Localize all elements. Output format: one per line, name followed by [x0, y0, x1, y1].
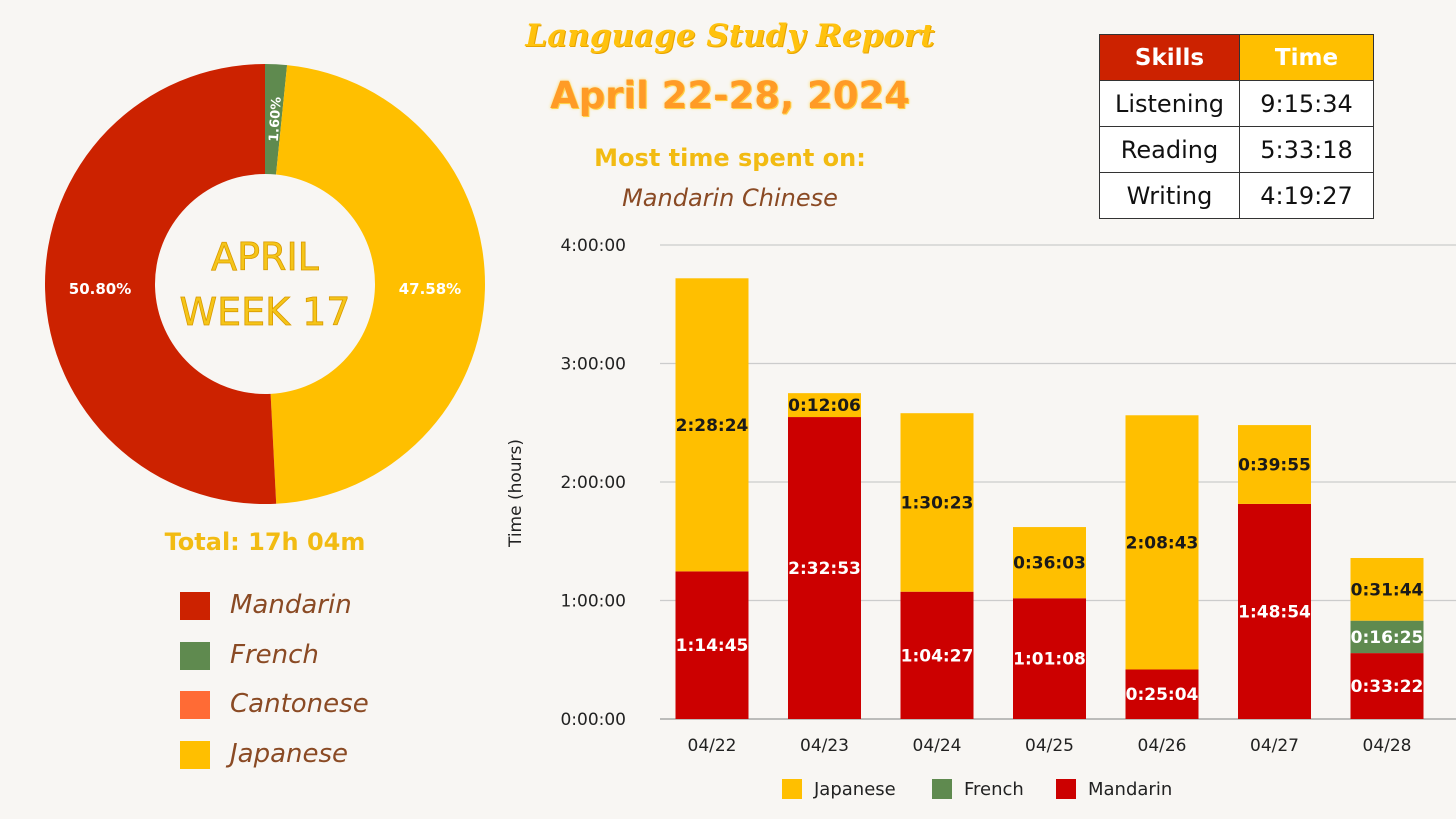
- bar-data-label: 1:48:54: [1238, 602, 1311, 622]
- most-time-label: Most time spent on:: [594, 144, 866, 172]
- bar-segment-mandarin: [1350, 653, 1424, 719]
- bar-data-label: 0:12:06: [788, 396, 861, 416]
- skill-cell: Listening: [1099, 80, 1240, 127]
- time-header: Time: [1239, 34, 1374, 81]
- donut-slices: [44, 64, 485, 504]
- donut-center-line2: WEEK 17: [180, 290, 351, 334]
- bar-legend-swatch: [1056, 779, 1076, 799]
- time-cell: 4:19:27: [1239, 172, 1374, 219]
- bar-segment-japanese: [1238, 425, 1311, 504]
- bar-segment-mandarin: [1013, 598, 1086, 719]
- report-title: Language Study Report: [525, 18, 935, 54]
- donut-slice-mandarin: [44, 64, 277, 504]
- bar-segment-mandarin: [1238, 503, 1311, 719]
- bar-data-label: 0:36:03: [1013, 554, 1086, 574]
- legend-swatch: [180, 741, 210, 769]
- legend-swatch: [180, 642, 210, 670]
- x-tick-label: 04/24: [913, 736, 962, 756]
- donut-slice-label: 1.60%: [267, 96, 285, 142]
- bar-segment-japanese: [675, 278, 749, 572]
- skill-cell: Writing: [1099, 172, 1240, 219]
- donut-slice-label: 47.58%: [399, 280, 461, 298]
- x-tick-label: 04/26: [1138, 736, 1187, 756]
- bar-data-label: 1:30:23: [901, 493, 974, 513]
- y-tick-label: 4:00:00: [560, 236, 626, 256]
- bar-segment-french: [1350, 620, 1424, 654]
- legend-label: Mandarin: [230, 590, 352, 620]
- x-tick-label: 04/23: [800, 736, 849, 756]
- donut-slice-japanese: [270, 65, 485, 504]
- bar-data-label: 2:32:53: [788, 559, 861, 579]
- bar-segment-japanese: [1125, 415, 1199, 670]
- total-time-label: Total: 17h 04m: [164, 528, 366, 556]
- y-tick-label: 2:00:00: [560, 473, 626, 493]
- x-tick-label: 04/25: [1025, 736, 1074, 756]
- time-cell: 9:15:34: [1239, 80, 1374, 127]
- bar-segment-japanese: [1350, 558, 1424, 621]
- bar-legend-swatch: [932, 779, 952, 799]
- x-tick-label: 04/28: [1363, 736, 1412, 756]
- bar-data-label: 0:31:44: [1351, 580, 1424, 600]
- legend-swatch: [180, 691, 210, 719]
- y-axis-ticks: 0:00:00 1:00:00 2:00:00 3:00:00 4:00:00: [560, 236, 626, 730]
- donut-slice-label: 50.80%: [69, 280, 131, 298]
- bar-legend-label: French: [964, 779, 1024, 800]
- table-row: Reading 5:33:18: [1099, 126, 1374, 173]
- y-tick-label: 1:00:00: [560, 592, 626, 612]
- donut-center-line1: APRIL: [211, 235, 319, 279]
- y-axis-label: Time (hours): [506, 439, 526, 548]
- skills-header: Skills: [1099, 34, 1240, 81]
- table-row: Listening 9:15:34: [1099, 80, 1374, 127]
- donut-slice-labels: 1.60% 47.58% 50.80%: [69, 96, 461, 298]
- y-tick-label: 0:00:00: [560, 710, 626, 730]
- legend-label: French: [230, 640, 319, 670]
- bar-data-label: 0:39:55: [1238, 456, 1311, 476]
- legend-label: Japanese: [230, 739, 349, 769]
- skills-table: Skills Time Listening 9:15:34 Reading 5:…: [1099, 34, 1374, 219]
- bar-segment-mandarin: [675, 571, 749, 719]
- bar-data-label: 1:04:27: [901, 646, 974, 666]
- bar-segment-mandarin: [788, 417, 861, 719]
- skills-table-header-row: Skills Time: [1099, 34, 1374, 81]
- time-cell: 5:33:18: [1239, 126, 1374, 173]
- bar-data-label: 0:16:25: [1351, 628, 1424, 648]
- bar-segment-mandarin: [900, 591, 974, 719]
- daily-stacked-bar-chart: 0:00:00 1:00:00 2:00:00 3:00:00 4:00:00 1:14…: [506, 236, 1456, 800]
- bar-legend-label: Japanese: [813, 779, 896, 800]
- bar-data-labels: 1:14:45 2:28:24 2:32:53 0:12:06 1:04:27 1:30:…: [676, 396, 1424, 705]
- bar-segment-japanese: [900, 413, 974, 592]
- bar-data-label: 1:01:08: [1013, 650, 1086, 670]
- bar-data-label: 2:08:43: [1126, 533, 1199, 553]
- legend-label: Cantonese: [230, 689, 369, 719]
- donut-slice-french: [265, 64, 288, 175]
- bar-chart-legend: Japanese French Mandarin: [782, 779, 1172, 800]
- bar-legend-swatch: [782, 779, 802, 799]
- x-tick-label: 04/22: [688, 736, 737, 756]
- most-time-value: Mandarin Chinese: [622, 184, 838, 212]
- bar-segment-mandarin: [1125, 669, 1199, 719]
- y-tick-label: 3:00:00: [560, 355, 626, 375]
- bar-data-label: 0:25:04: [1126, 685, 1199, 705]
- x-tick-label: 04/27: [1250, 736, 1299, 756]
- skill-cell: Reading: [1099, 126, 1240, 173]
- report-date-range: April 22-28, 2024: [550, 74, 910, 117]
- bar-data-label: 1:14:45: [676, 636, 749, 656]
- bar-segments: [675, 278, 1424, 719]
- bar-data-label: 0:33:22: [1351, 677, 1424, 697]
- x-axis-ticks: 04/22 04/23 04/24 04/25 04/26 04/27 04/28: [688, 736, 1412, 756]
- language-donut-chart: 1.60% 47.58% 50.80% APRIL WEEK 17: [44, 64, 485, 504]
- bar-segment-japanese: [788, 393, 861, 418]
- legend-swatch: [180, 592, 210, 620]
- bar-legend-label: Mandarin: [1088, 779, 1172, 800]
- bar-segment-japanese: [1013, 527, 1086, 599]
- bar-data-label: 2:28:24: [676, 416, 749, 436]
- table-row: Writing 4:19:27: [1099, 172, 1374, 219]
